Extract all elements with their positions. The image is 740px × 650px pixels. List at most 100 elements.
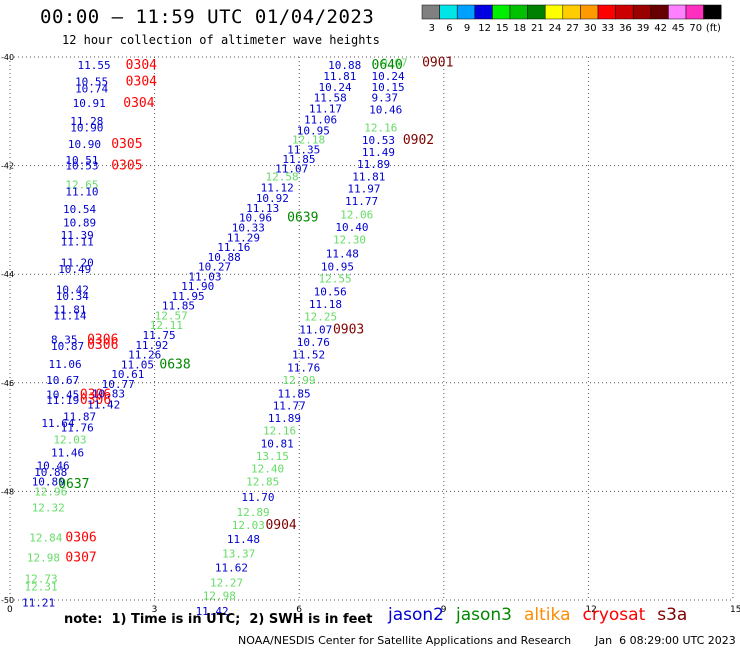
wave-height-label: 11.13	[246, 202, 279, 215]
track-id-label: 0901	[422, 55, 453, 70]
wave-height-label: 10.55	[75, 75, 108, 88]
wave-height-label: 11.90	[181, 280, 214, 293]
legend-cryosat: cryosat	[582, 605, 646, 625]
colorbar-label: 45	[672, 23, 685, 34]
wave-height-label: 12.27	[210, 577, 243, 590]
wave-height-label: 12.16	[263, 425, 296, 438]
wave-height-label: 12.99	[282, 374, 315, 387]
wave-height-label: 12.73	[24, 572, 57, 585]
x-tick-label: 15	[730, 605, 740, 615]
y-tick-label: -46	[1, 379, 14, 388]
wave-height-label: 11.95	[171, 290, 204, 303]
wave-height-label: 10.53	[65, 160, 98, 173]
wave-height-label: 11.58	[314, 92, 347, 105]
page-subtitle: 12 hour collection of altimeter wave hei…	[62, 33, 380, 47]
page-title: 00:00 – 11:59 UTC 01/04/2023	[40, 6, 375, 28]
wave-height-label: 11.55	[77, 59, 110, 72]
track-id-label: 0306	[80, 393, 111, 408]
colorbar-label: 36	[619, 23, 632, 34]
wave-height-label: 12.03	[232, 519, 265, 532]
wave-height-label: 11.07	[299, 324, 332, 337]
wave-height-label: 11.12	[261, 181, 294, 194]
y-tick-label: -44	[1, 270, 14, 279]
wave-height-label: 10.95	[321, 261, 354, 274]
wave-height-label: 12.11	[150, 319, 183, 332]
footnote: note: 1) Time is in UTC; 2) SWH is in fe…	[64, 612, 373, 627]
colorbar-label: 12	[478, 23, 491, 34]
y-tick-label: -42	[1, 162, 14, 171]
wave-height-label: 9.37	[372, 92, 399, 105]
wave-height-label: 11.06	[304, 113, 337, 126]
wave-height-label: 9.67	[381, 56, 408, 69]
wave-height-label: 11.76	[61, 421, 94, 434]
legend-s3a: s3a	[657, 605, 688, 625]
wave-height-label: 10.42	[56, 283, 89, 296]
colorbar-label: 6	[446, 23, 452, 34]
wave-height-label: 12.03	[53, 433, 86, 446]
wave-height-label: 12.96	[34, 485, 67, 498]
footer-timestamp: Jan 6 08:29:00 UTC 2023	[595, 634, 736, 647]
wave-height-label: 10.53	[362, 134, 395, 147]
wave-height-label: 11.46	[51, 446, 84, 459]
wave-height-label: 10.95	[297, 124, 330, 137]
track-id-label: 0304	[123, 96, 154, 111]
wave-height-label: 10.61	[111, 368, 144, 381]
satellite-legend: jason2 jason3 altika cryosat s3a	[388, 605, 699, 625]
wave-height-label: 10.77	[102, 378, 135, 391]
wave-height-map: 0 3 6 9 12 15 -40 -42 -44 -46 -48 -50 11.55 0304 10.55…	[1, 53, 740, 618]
colorbar-swatch	[703, 4, 722, 20]
track-id-label: 0307	[65, 551, 96, 566]
wave-height-label: 10.87	[51, 340, 84, 353]
wave-height-label: 10.33	[232, 222, 265, 235]
wave-height-label: 10.51	[65, 154, 98, 167]
wave-height-label: 11.81	[323, 70, 356, 83]
wave-height-label: 10.92	[256, 192, 289, 205]
wave-height-label: 12.57	[155, 309, 188, 322]
wave-height-label: 11.62	[215, 561, 248, 574]
x-tick-label: 6	[296, 605, 302, 615]
wave-height-label: 11.49	[362, 146, 395, 159]
wave-height-label: 12.65	[65, 179, 98, 192]
wave-height-label: 10.91	[73, 97, 106, 110]
wave-height-label: 11.06	[49, 358, 82, 371]
track-id-label: 0306	[80, 388, 111, 403]
color-scale-bar: 3 6 9 12 15 18 21 24 27 30 33 36 39 42 45 70 (ft)	[421, 4, 722, 34]
wave-height-label: 10.45	[46, 389, 79, 402]
track-id-label: 0903	[333, 323, 364, 338]
wave-height-label: 11.85	[278, 388, 311, 401]
y-tick-label: -50	[1, 596, 14, 605]
colorbar-label: 70	[689, 23, 702, 34]
wave-height-label: 11.52	[292, 349, 325, 362]
colorbar-label: 27	[566, 23, 579, 34]
y-tick-label: -48	[1, 487, 14, 496]
wave-height-label: 11.28	[70, 115, 103, 128]
wave-height-label: 12.98	[27, 552, 60, 565]
track-id-label: 0306	[87, 338, 118, 353]
colorbar-label: 30	[584, 23, 597, 34]
legend-jason3: jason3	[456, 605, 512, 625]
colorbar-label: 39	[637, 23, 650, 34]
colorbar-label: (ft)	[706, 23, 721, 34]
wave-height-label: 11.92	[135, 339, 168, 352]
wave-height-label: 11.70	[241, 491, 274, 504]
wave-height-label: 11.19	[46, 394, 79, 407]
wave-height-label: 10.34	[56, 290, 89, 303]
track-id-label: 0638	[159, 357, 190, 372]
wave-height-label: 10.90	[68, 138, 101, 151]
legend-altika: altika	[524, 605, 571, 625]
colorbar-label: 9	[464, 23, 470, 34]
wave-height-label: 12.25	[304, 311, 337, 324]
wave-height-label: 10.81	[261, 438, 294, 451]
wave-height-label: 10.74	[75, 82, 108, 95]
track-id-label: 0306	[87, 332, 118, 347]
wave-height-label: 11.18	[309, 298, 342, 311]
wave-height-label: 12.32	[32, 502, 65, 515]
footer-credit: NOAA/NESDIS Center for Satellite Applica…	[238, 634, 572, 647]
wave-height-label: 11.16	[217, 241, 250, 254]
wave-height-label: 10.24	[318, 81, 351, 94]
colorbar-label: 3	[429, 23, 435, 34]
x-tick-label: 3	[152, 605, 158, 615]
wave-height-label: 12.16	[364, 122, 397, 135]
wave-height-label: 13.15	[256, 450, 289, 463]
wave-height-label: 10.67	[46, 374, 79, 387]
